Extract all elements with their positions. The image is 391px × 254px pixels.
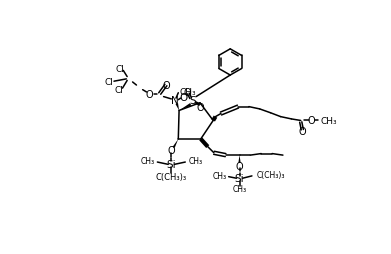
Text: N: N xyxy=(170,96,178,106)
Text: O: O xyxy=(298,127,306,137)
Text: O: O xyxy=(146,89,153,99)
Text: CH₃: CH₃ xyxy=(188,156,203,165)
Text: C(CH₃)₃: C(CH₃)₃ xyxy=(156,172,187,181)
Text: Cl: Cl xyxy=(105,78,114,87)
Text: Cl: Cl xyxy=(116,64,125,73)
Polygon shape xyxy=(239,155,241,163)
Text: CH₃: CH₃ xyxy=(140,156,154,165)
Polygon shape xyxy=(173,139,178,148)
Text: Si: Si xyxy=(235,173,244,183)
Text: Si: Si xyxy=(167,160,176,170)
Text: O: O xyxy=(162,81,170,91)
Text: CH₃: CH₃ xyxy=(321,117,337,125)
Polygon shape xyxy=(176,104,179,111)
Text: O: O xyxy=(236,161,243,171)
Text: O: O xyxy=(179,93,188,103)
Text: CH₃: CH₃ xyxy=(179,87,196,96)
Polygon shape xyxy=(179,104,191,111)
Text: O: O xyxy=(183,88,191,98)
Text: CH₃: CH₃ xyxy=(233,184,247,193)
Text: O: O xyxy=(308,116,316,126)
Text: CH₃: CH₃ xyxy=(213,171,227,180)
Text: O: O xyxy=(197,102,204,112)
Text: O: O xyxy=(167,145,175,155)
Text: Cl: Cl xyxy=(114,86,123,95)
Text: S: S xyxy=(190,96,196,106)
Text: C(CH₃)₃: C(CH₃)₃ xyxy=(256,170,285,179)
